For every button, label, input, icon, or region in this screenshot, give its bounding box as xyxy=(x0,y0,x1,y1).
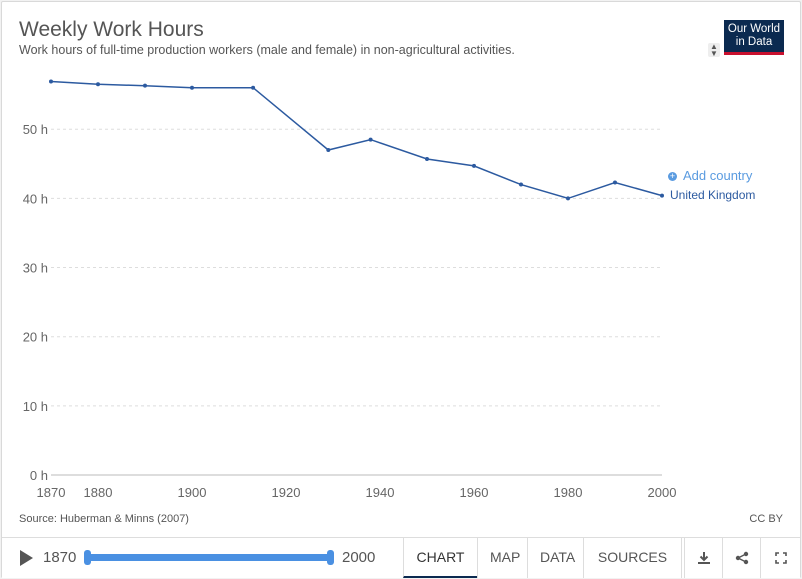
data-point xyxy=(143,83,147,88)
start-year-label: 1870 xyxy=(43,549,77,566)
play-icon[interactable] xyxy=(20,550,33,566)
download-icon xyxy=(698,552,710,564)
add-country-button[interactable]: + Add country xyxy=(668,168,752,183)
y-tick-label: 10 h xyxy=(23,399,48,414)
data-point xyxy=(472,163,476,168)
x-tick-label: 1940 xyxy=(366,485,395,500)
view-tabs: CHART MAP DATA SOURCES xyxy=(403,538,682,578)
source-link[interactable]: Source: Huberman & Minns (2007) xyxy=(19,513,189,525)
control-bar: 1870 2000 CHART MAP DATA SOURCES xyxy=(2,537,800,578)
x-tick-label: 1980 xyxy=(554,485,583,500)
x-tick-label: 1920 xyxy=(272,485,301,500)
tab-map[interactable]: MAP xyxy=(477,538,527,578)
sort-icon[interactable]: ▲ ▼ xyxy=(708,43,720,58)
data-point xyxy=(566,196,570,201)
slider-end-handle[interactable] xyxy=(327,550,334,565)
x-tick-label: 2000 xyxy=(648,485,677,500)
fullscreen-button[interactable] xyxy=(760,538,800,578)
y-tick-label: 40 h xyxy=(23,191,48,206)
logo-line-2: in Data xyxy=(735,36,773,48)
download-button[interactable] xyxy=(684,538,723,578)
end-year-label: 2000 xyxy=(342,549,376,566)
owid-logo[interactable]: Our World in Data xyxy=(724,20,784,55)
fullscreen-icon xyxy=(774,552,787,564)
chart-subtitle: Work hours of full-time production worke… xyxy=(19,43,515,57)
x-tick-label: 1960 xyxy=(460,485,489,500)
x-tick-label: 1900 xyxy=(178,485,207,500)
share-button[interactable] xyxy=(722,538,761,578)
data-point xyxy=(519,182,523,187)
x-tick-label: 1880 xyxy=(84,485,113,500)
x-tick-label: 1870 xyxy=(37,485,66,500)
series-label-united-kingdom[interactable]: United Kingdom xyxy=(670,188,756,202)
data-point xyxy=(251,85,256,90)
slider-start-handle[interactable] xyxy=(84,550,91,565)
tab-chart[interactable]: CHART xyxy=(403,538,477,578)
license-link[interactable]: CC BY xyxy=(749,513,783,525)
data-point xyxy=(190,85,194,90)
share-icon xyxy=(735,551,749,565)
y-tick-label: 30 h xyxy=(23,261,48,276)
add-country-label: Add country xyxy=(683,168,753,183)
y-tick-label: 50 h xyxy=(23,122,48,137)
plus-icon: + xyxy=(668,171,677,181)
chart-title: Weekly Work Hours xyxy=(19,18,204,41)
y-tick-label: 20 h xyxy=(23,330,48,345)
tab-sources[interactable]: SOURCES xyxy=(583,538,682,578)
line-chart: 0 h 10 h 20 h 30 h 40 h 50 h 1870 1880 1900 1920 1… xyxy=(23,79,677,500)
tab-data[interactable]: DATA xyxy=(527,538,583,578)
y-tick-label: 0 h xyxy=(30,468,48,483)
data-point xyxy=(326,147,331,152)
logo-line-1: Our World xyxy=(727,23,781,35)
data-point xyxy=(49,79,53,84)
data-point xyxy=(425,156,429,161)
series-line xyxy=(50,80,663,200)
data-point xyxy=(660,193,664,198)
data-point xyxy=(368,137,373,142)
data-point xyxy=(613,180,617,185)
data-point xyxy=(96,82,100,87)
timeline-slider[interactable] xyxy=(84,550,334,565)
